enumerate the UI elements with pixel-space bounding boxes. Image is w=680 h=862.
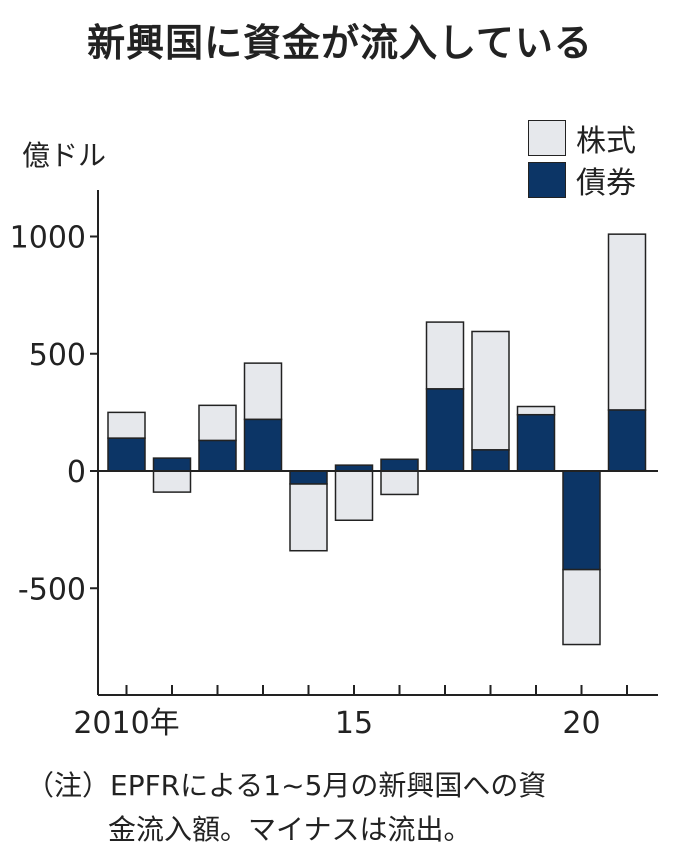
legend-item-stock: 株式 xyxy=(528,118,636,159)
bar-stock-2019 xyxy=(516,405,556,416)
legend-label-stock: 株式 xyxy=(576,124,636,159)
y-tick-label-1000: 1000 xyxy=(10,221,86,256)
footnote-line-2: 金流入額。マイナスは流出。 xyxy=(108,813,472,846)
bar-stock-2020 xyxy=(562,568,601,646)
bar-stock-2021 xyxy=(607,233,647,411)
bar-bond-2020 xyxy=(562,470,601,571)
bar-stock-2018 xyxy=(471,330,510,451)
bar-bond-2012 xyxy=(198,439,237,472)
bar-bond-2018 xyxy=(471,449,510,472)
bar-bond-2019 xyxy=(516,413,556,472)
y-tick-label-0: 0 xyxy=(67,455,86,490)
legend-swatch-bond xyxy=(528,162,566,198)
bars-group xyxy=(107,233,647,646)
bar-bond-2011 xyxy=(152,457,192,472)
bar-bond-2021 xyxy=(607,409,647,472)
legend-item-bond: 債券 xyxy=(528,160,636,201)
bar-stock-2014 xyxy=(289,483,328,552)
bar-chart: 1000 500 0 -500 2010年 15 20 xyxy=(10,190,658,741)
bar-stock-2013 xyxy=(243,362,283,421)
x-tick-label-2010: 2010年 xyxy=(73,706,179,741)
footnote: （注）EPFRによる1~5月の新興国への資 金流入額。マイナスは流出。 xyxy=(26,764,666,852)
bar-bond-2010 xyxy=(107,437,146,472)
bar-bond-2017 xyxy=(425,388,465,472)
footnote-line-1: （注）EPFRによる1~5月の新興国への資 xyxy=(26,769,547,802)
bar-stock-2015 xyxy=(334,470,374,521)
legend-swatch-stock xyxy=(528,120,566,156)
chart-title: 新興国に資金が流入している xyxy=(87,21,593,65)
axes-group: 1000 500 0 -500 2010年 15 20 xyxy=(10,190,658,741)
bar-stock-2017 xyxy=(425,321,465,390)
bar-stock-2010 xyxy=(107,411,146,439)
legend-label-bond: 債券 xyxy=(576,166,636,201)
x-tick-label-2015: 15 xyxy=(335,706,373,741)
bar-stock-2011 xyxy=(152,470,192,493)
x-tick-label-2020: 20 xyxy=(562,706,600,741)
bar-bond-2014 xyxy=(289,470,328,485)
y-axis-unit-label: 億ドル xyxy=(22,139,107,172)
bar-bond-2013 xyxy=(243,418,283,472)
bar-bond-2016 xyxy=(380,458,419,472)
bar-stock-2016 xyxy=(380,470,419,496)
y-tick-label-500: 500 xyxy=(29,338,86,373)
y-tick-label--500: -500 xyxy=(18,572,86,607)
bar-stock-2012 xyxy=(198,404,237,442)
